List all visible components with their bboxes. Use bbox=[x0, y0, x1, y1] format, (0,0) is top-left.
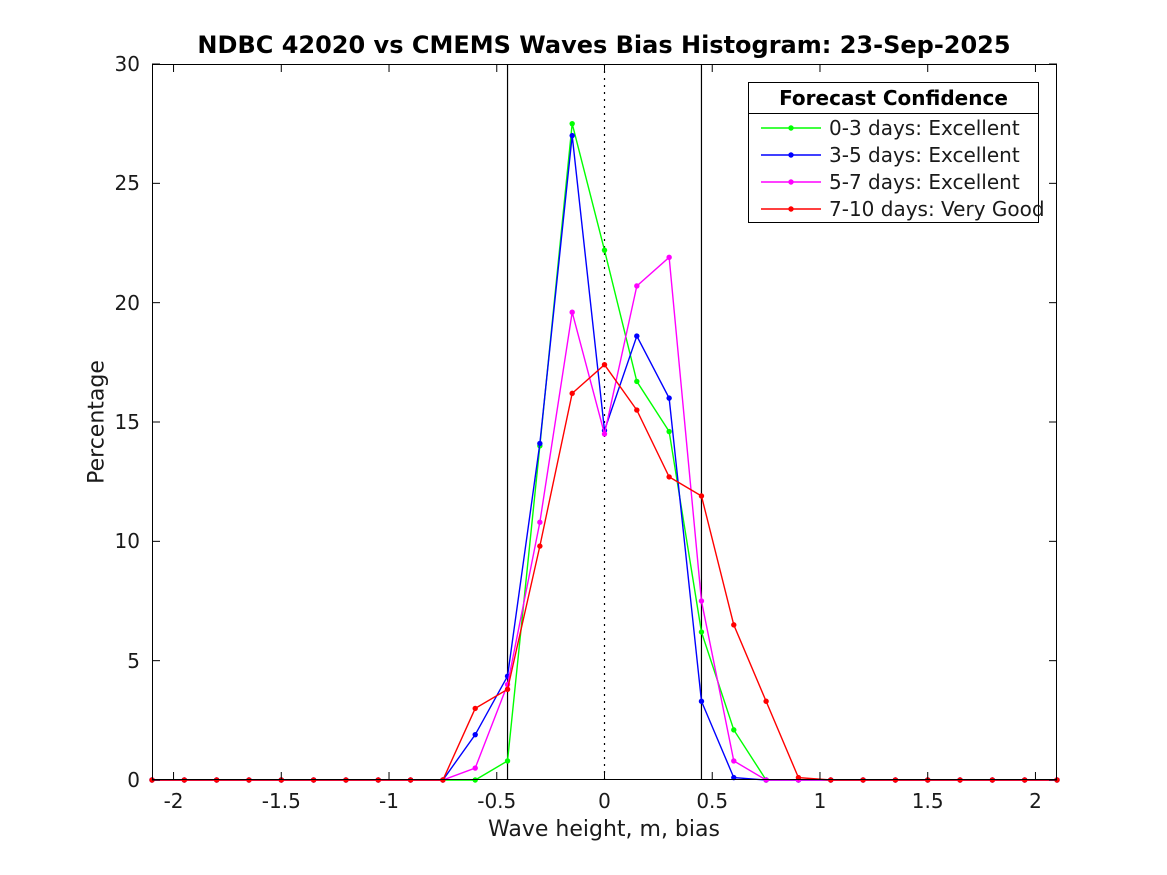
legend-entries: 0-3 days: Excellent 3-5 days: Excellent 5-… bbox=[749, 114, 1045, 222]
legend-title: Forecast Confidence bbox=[749, 83, 1038, 114]
chart-title: NDBC 42020 vs CMEMS Waves Bias Histogram… bbox=[197, 31, 1011, 59]
x-axis-label: Wave height, m, bias bbox=[488, 817, 720, 842]
x-tick-label: 0 bbox=[598, 789, 611, 813]
y-tick-label: 0 bbox=[127, 768, 140, 792]
y-tick-label: 15 bbox=[114, 410, 140, 434]
legend-line-marker-icon bbox=[761, 205, 821, 212]
legend-entry: 3-5 days: Excellent bbox=[749, 141, 1038, 168]
x-tick-label: -2 bbox=[163, 789, 184, 813]
legend-entry-label: 3-5 days: Excellent bbox=[829, 142, 1020, 167]
y-tick-label: 25 bbox=[114, 171, 140, 196]
x-tick-label: 0.5 bbox=[696, 789, 729, 813]
legend-entry-label: 7-10 days: Very Good bbox=[829, 196, 1045, 221]
plot-area bbox=[149, 63, 1060, 783]
legend-line-marker-icon bbox=[761, 151, 821, 158]
y-tick-label: 10 bbox=[114, 529, 140, 554]
legend-entry: 0-3 days: Excellent bbox=[749, 114, 1038, 141]
x-tick-label: -1 bbox=[379, 789, 399, 813]
legend-entry: 7-10 days: Very Good bbox=[749, 195, 1045, 222]
y-tick-label: 30 bbox=[114, 52, 140, 76]
x-tick-label: -1.5 bbox=[261, 789, 301, 813]
x-tick-label: -0.5 bbox=[477, 789, 517, 813]
legend-entry-label: 0-3 days: Excellent bbox=[829, 115, 1020, 140]
y-tick-label: 5 bbox=[127, 648, 140, 673]
x-tick-label: 1 bbox=[813, 789, 827, 813]
x-tick-label: 2 bbox=[1029, 789, 1042, 813]
y-axis-label: Percentage bbox=[84, 360, 110, 484]
legend-entry: 5-7 days: Excellent bbox=[749, 168, 1038, 195]
y-tick-label: 20 bbox=[114, 290, 140, 315]
legend-line-marker-icon bbox=[761, 124, 821, 131]
legend-entry-label: 5-7 days: Excellent bbox=[829, 169, 1020, 194]
legend-line-marker-icon bbox=[761, 178, 821, 185]
x-tick-label: 1.5 bbox=[911, 789, 944, 813]
chart-canvas bbox=[149, 63, 1060, 783]
legend: Forecast Confidence 0-3 days: Excellent 3… bbox=[748, 82, 1045, 223]
